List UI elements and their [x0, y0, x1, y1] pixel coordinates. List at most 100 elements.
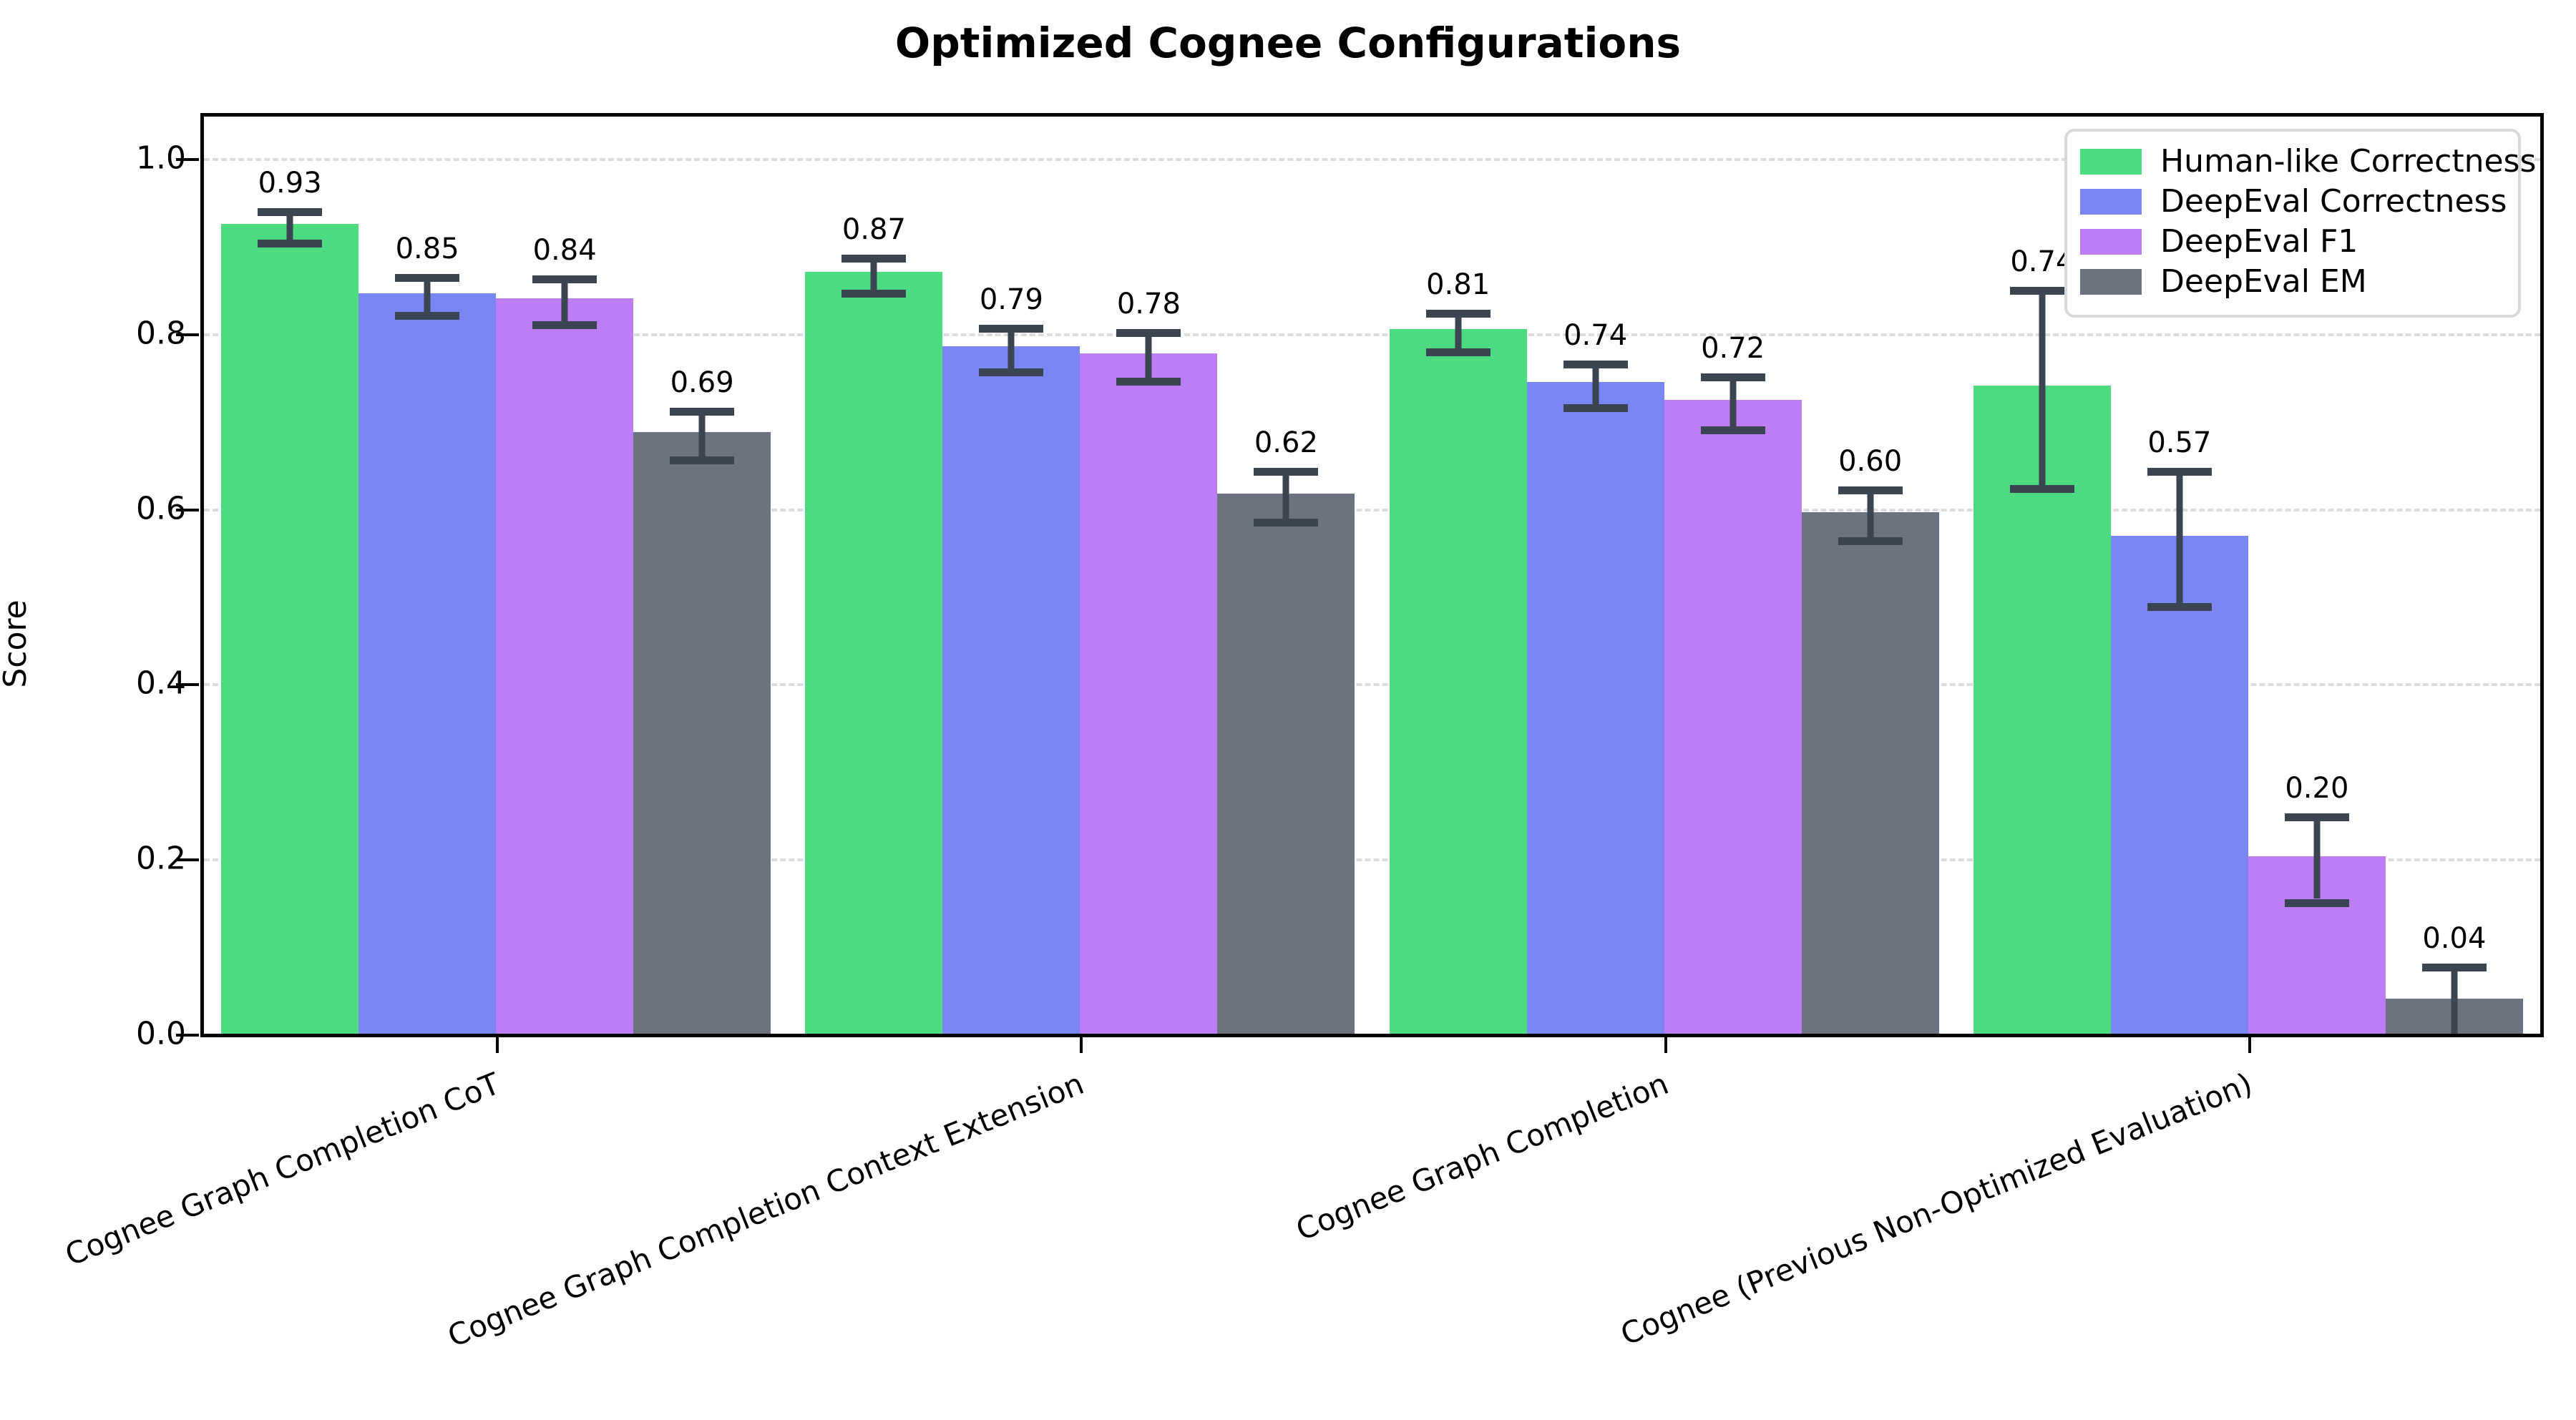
error-bar-cap-top [2147, 468, 2212, 476]
error-bar-cap-top [1116, 328, 1181, 337]
error-bar-cap-bottom [1700, 426, 1765, 434]
bar[interactable] [496, 298, 634, 1034]
bar[interactable] [221, 223, 359, 1034]
bar-value-label: 0.62 [1254, 426, 1318, 460]
legend-item-label: DeepEval EM [2160, 263, 2367, 300]
bar[interactable] [1801, 511, 1939, 1034]
error-bar [698, 407, 706, 457]
bar-value-label: 0.57 [2147, 426, 2212, 460]
legend-swatch-icon [2080, 189, 2142, 215]
error-bar-cap-bottom [1563, 403, 1628, 412]
gridline [204, 683, 2540, 687]
error-bar [1729, 373, 1737, 426]
bar-value-label: 0.04 [2422, 922, 2487, 956]
error-bar-cap-top [1254, 468, 1319, 476]
gridline [204, 508, 2540, 511]
error-bar-cap-bottom [1254, 519, 1319, 527]
error-bar [2176, 468, 2183, 603]
legend-item[interactable]: DeepEval F1 [2080, 222, 2505, 262]
bar[interactable] [1217, 493, 1355, 1034]
legend-item[interactable]: DeepEval EM [2080, 262, 2505, 302]
error-bar [424, 273, 431, 313]
error-bar-cap-top [979, 324, 1044, 333]
error-bar-cap-top [2009, 286, 2074, 295]
bar-value-label: 0.84 [532, 234, 597, 268]
bar-value-label: 0.93 [258, 166, 322, 200]
error-bar-cap-bottom [258, 239, 323, 248]
error-bar [1008, 324, 1015, 368]
legend-item[interactable]: Human-like Correctness [2080, 142, 2536, 182]
bar[interactable] [1664, 399, 1802, 1034]
error-bar-cap-top [395, 273, 460, 282]
bar-value-label: 0.74 [2010, 245, 2074, 278]
error-bar [870, 254, 877, 290]
bar[interactable] [942, 346, 1080, 1034]
x-axis-tick-mark [1080, 1037, 1083, 1053]
page-title: Optimized Cognee Configurations [894, 19, 1682, 67]
plot-area: 0.93 0.85 0.84 0.69 0.87 0.79 0.78 0.62 0.81 0.74… [200, 113, 2544, 1037]
error-bar [561, 275, 568, 321]
x-axis-tick-mark [1664, 1037, 1667, 1053]
bar[interactable] [358, 293, 497, 1034]
error-bar-cap-bottom [395, 312, 460, 320]
bar[interactable] [805, 272, 943, 1034]
error-bar-cap-bottom [1425, 348, 1491, 356]
y-axis-tick-mark [176, 508, 199, 511]
legend-swatch-icon [2080, 229, 2142, 255]
bar[interactable] [1080, 353, 1218, 1034]
error-bar-cap-bottom [2147, 602, 2212, 611]
y-axis-tick-mark [176, 333, 199, 336]
error-bar-cap-bottom [2009, 484, 2074, 493]
plot-inner: 0.93 0.85 0.84 0.69 0.87 0.79 0.78 0.62 0.81 0.74… [204, 117, 2540, 1034]
bar[interactable] [633, 432, 771, 1034]
error-bar [286, 207, 293, 240]
bar[interactable] [1389, 328, 1527, 1034]
y-axis-tick-mark [176, 858, 199, 862]
y-axis-tick-mark [176, 683, 199, 687]
bar-value-label: 0.79 [979, 283, 1043, 316]
bar-value-label: 0.81 [1426, 268, 1491, 301]
error-bar-cap-top [841, 254, 907, 263]
error-bar [2451, 964, 2458, 1034]
bar-value-label: 0.85 [395, 232, 459, 265]
bar-value-label: 0.74 [1563, 318, 1628, 352]
legend[interactable]: Human-like Correctness DeepEval Correctne… [2064, 129, 2536, 318]
error-bar-cap-top [670, 407, 735, 416]
bar-value-label: 0.69 [670, 366, 734, 399]
error-bar-cap-top [532, 275, 597, 284]
error-bar-cap-top [1563, 360, 1628, 368]
bar[interactable] [1526, 382, 1664, 1034]
error-bar [2313, 813, 2321, 899]
error-bar-cap-top [2284, 813, 2349, 821]
bar-value-label: 0.87 [841, 212, 906, 246]
gridline [204, 333, 2540, 336]
error-bar [2039, 286, 2046, 485]
y-axis-tick-mark [176, 1034, 199, 1037]
bar-value-label: 0.20 [2285, 771, 2349, 805]
bar[interactable] [2110, 535, 2248, 1034]
legend-swatch-icon [2080, 149, 2142, 175]
bar-value-label: 0.78 [1116, 287, 1181, 320]
error-bar-cap-top [1838, 486, 1903, 494]
error-bar [1867, 486, 1874, 537]
error-bar-cap-bottom [532, 320, 597, 329]
error-bar-cap-bottom [979, 368, 1044, 376]
error-bar [1592, 360, 1599, 404]
bar-value-label: 0.72 [1701, 332, 1765, 366]
gridline [204, 158, 2540, 161]
error-bar-cap-top [1700, 373, 1765, 382]
error-bar [1145, 328, 1152, 378]
error-bar-cap-bottom [670, 456, 735, 465]
legend-item-label: DeepEval F1 [2160, 223, 2358, 260]
chart-page: Optimized Cognee Configurations Score 0.… [0, 19, 2544, 1354]
y-axis-tick-mark [176, 158, 199, 161]
bar[interactable] [1973, 386, 2111, 1034]
legend-item-label: Human-like Correctness [2160, 143, 2537, 180]
error-bar-cap-bottom [1838, 537, 1903, 545]
gridline [204, 858, 2540, 862]
error-bar [1282, 468, 1289, 519]
legend-item[interactable]: DeepEval Correctness [2080, 182, 2507, 222]
legend-item-label: DeepEval Correctness [2160, 183, 2507, 220]
error-bar-cap-bottom [1116, 378, 1181, 386]
error-bar [1455, 309, 1462, 348]
